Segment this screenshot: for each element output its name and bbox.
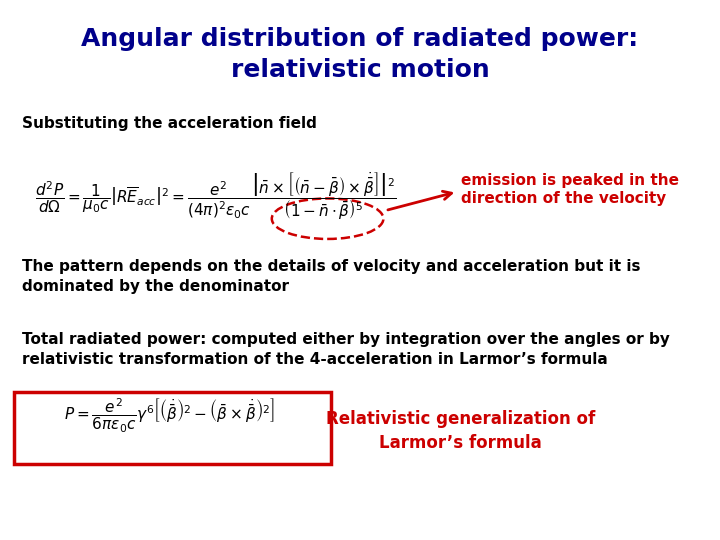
Text: $\dfrac{d^2P}{d\Omega} = \dfrac{1}{\mu_0 c}\left|R\overline{E}_{acc}\right|^2 = : $\dfrac{d^2P}{d\Omega} = \dfrac{1}{\mu_0… bbox=[35, 170, 397, 222]
Text: Relativistic generalization of
Larmor’s formula: Relativistic generalization of Larmor’s … bbox=[326, 410, 595, 452]
Text: Total radiated power: computed either by integration over the angles or by
relat: Total radiated power: computed either by… bbox=[22, 332, 670, 367]
Text: emission is peaked in the
direction of the velocity: emission is peaked in the direction of t… bbox=[461, 173, 679, 206]
Text: $P = \dfrac{e^2}{6\pi\varepsilon_0 c}\gamma^6\left[\left(\dot{\bar{\beta}}\right: $P = \dfrac{e^2}{6\pi\varepsilon_0 c}\ga… bbox=[63, 397, 275, 435]
Text: The pattern depends on the details of velocity and acceleration but it is
domina: The pattern depends on the details of ve… bbox=[22, 259, 640, 294]
Text: Substituting the acceleration field: Substituting the acceleration field bbox=[22, 116, 317, 131]
Text: Angular distribution of radiated power:
relativistic motion: Angular distribution of radiated power: … bbox=[81, 27, 639, 82]
